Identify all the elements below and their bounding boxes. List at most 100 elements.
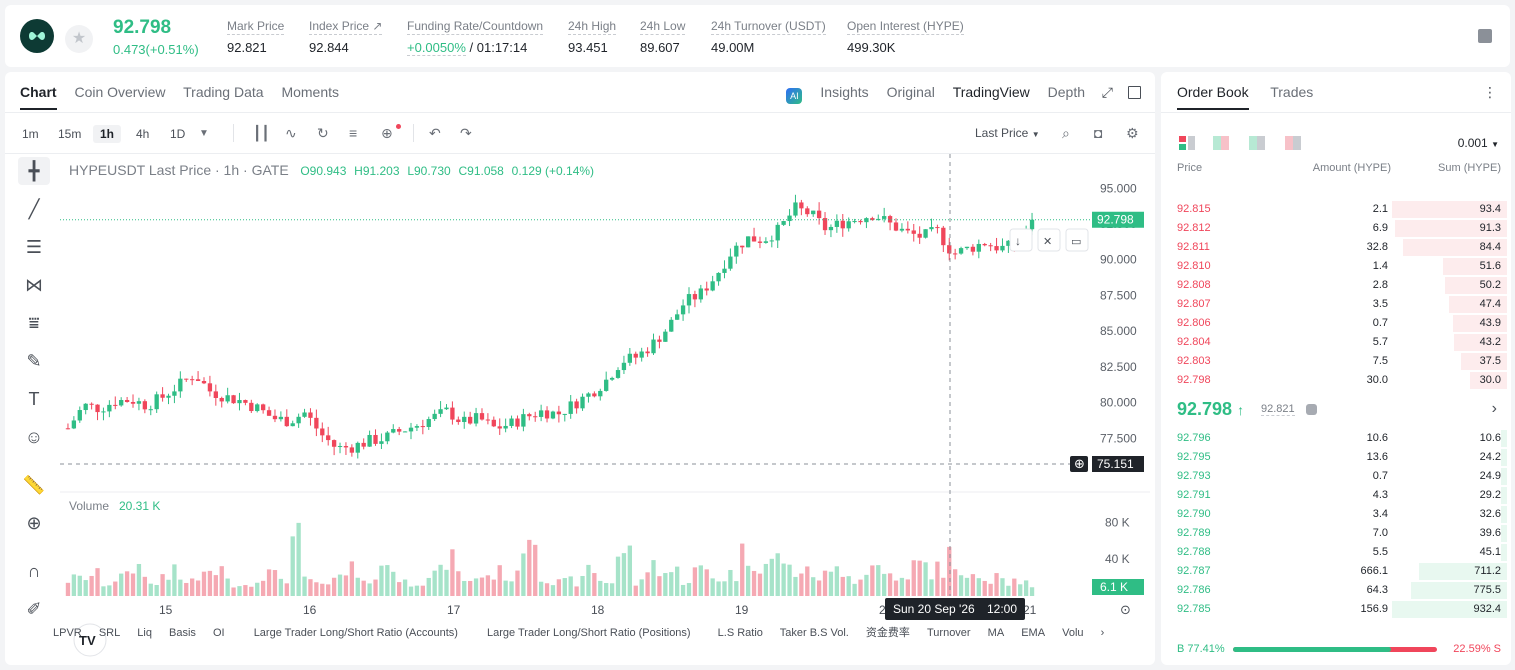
bid-row[interactable]: 92.785 156.9 932.4: [1161, 600, 1511, 619]
indicator-liq[interactable]: Liq: [137, 627, 152, 639]
time-axis-label: 16: [303, 603, 317, 617]
indicator-ema[interactable]: EMA: [1021, 627, 1046, 639]
pencil-lock-icon[interactable]: ✐: [26, 599, 42, 619]
volume-bar: [201, 571, 207, 596]
ruler-tool-icon[interactable]: 📏: [22, 475, 46, 495]
candle-body: [160, 394, 165, 398]
ask-row[interactable]: 92.807 3.5 47.4: [1161, 295, 1511, 314]
ask-row[interactable]: 92.812 6.9 91.3: [1161, 219, 1511, 238]
volume-bar: [320, 583, 325, 596]
pattern-tool-icon[interactable]: ⋈: [25, 275, 43, 295]
bid-row[interactable]: 92.795 13.6 24.2: [1161, 448, 1511, 467]
ask-row[interactable]: 92.815 2.1 93.4: [1161, 200, 1511, 219]
tab-depth[interactable]: Depth: [1047, 84, 1085, 100]
search-icon[interactable]: ⌕: [1062, 125, 1070, 141]
emoji-tool-icon[interactable]: ☺: [24, 427, 44, 447]
stat-index-price[interactable]: Index Price ↗ 92.844: [309, 19, 383, 55]
favorite-star-icon[interactable]: ★: [65, 25, 93, 53]
bid-row[interactable]: 92.789 7.0 39.6: [1161, 524, 1511, 543]
timeframe-1d[interactable]: 1D: [170, 127, 186, 141]
indicator-basis[interactable]: Basis: [169, 627, 196, 639]
view-bids-asks-icon[interactable]: [1213, 136, 1229, 150]
candle-type-icon[interactable]: ┃┃: [253, 125, 270, 141]
settings-gear-icon[interactable]: ⚙: [1126, 125, 1139, 141]
bid-row[interactable]: 92.786 64.3 775.5: [1161, 581, 1511, 600]
price-type-select[interactable]: Last Price ▼: [975, 126, 1040, 140]
indicator-oi[interactable]: OI: [213, 627, 225, 639]
more-menu-icon[interactable]: ⋮: [1483, 84, 1497, 100]
text-tool-icon[interactable]: T: [28, 389, 40, 409]
tab-chart[interactable]: Chart: [20, 84, 57, 110]
bid-row[interactable]: 92.791 4.3 29.2: [1161, 486, 1511, 505]
timeframe-1h[interactable]: 1h: [93, 125, 122, 143]
horizontal-lines-tool-icon[interactable]: ☰: [25, 237, 43, 257]
volume-bar: [970, 574, 976, 596]
add-indicator-icon[interactable]: ⊕: [381, 125, 393, 141]
chevron-right-icon[interactable]: ›: [1100, 627, 1105, 639]
stat-label[interactable]: Index Price ↗: [309, 19, 383, 35]
indicator-ls-accounts[interactable]: Large Trader Long/Short Ratio (Accounts): [253, 627, 458, 639]
ask-row[interactable]: 92.803 7.5 37.5: [1161, 352, 1511, 371]
ask-row[interactable]: 92.810 1.4 51.6: [1161, 257, 1511, 276]
bid-row[interactable]: 92.788 5.5 45.1: [1161, 543, 1511, 562]
candlestick-chart[interactable]: 95.00092.50090.00087.50085.00082.50080.0…: [60, 154, 1150, 659]
precision-select[interactable]: 0.001 ▼: [1458, 136, 1499, 150]
candle-body: [438, 409, 443, 414]
volume-bar: [450, 549, 455, 596]
templates-icon[interactable]: ≡: [349, 125, 358, 141]
chevron-right-icon[interactable]: ›: [1491, 400, 1497, 417]
order-price: 92.810: [1177, 260, 1211, 272]
timeframe-dropdown-icon[interactable]: ▼: [199, 128, 209, 139]
camera-icon[interactable]: ◘: [1094, 125, 1103, 141]
indicator-srl[interactable]: SRL: [98, 627, 121, 639]
window-icon[interactable]: [1128, 86, 1141, 99]
tab-original[interactable]: Original: [886, 84, 935, 100]
ask-row[interactable]: 92.808 2.8 50.2: [1161, 276, 1511, 295]
fib-tool-icon[interactable]: ⩸: [28, 313, 40, 333]
bid-row[interactable]: 92.796 10.6 10.6: [1161, 429, 1511, 448]
ask-row[interactable]: 92.798 30.0 30.0: [1161, 371, 1511, 390]
tab-trades[interactable]: Trades: [1270, 84, 1314, 100]
order-amount: 3.5: [1372, 298, 1388, 310]
indicators-icon[interactable]: ∿: [285, 125, 297, 141]
indicator-lpvr[interactable]: LPVR: [53, 627, 82, 639]
indicator-funding-rate[interactable]: 资金费率: [865, 627, 910, 639]
ask-row[interactable]: 92.811 32.8 84.4: [1161, 238, 1511, 257]
indicator-turnover[interactable]: Turnover: [926, 627, 971, 639]
indicator-ls-ratio[interactable]: L.S Ratio: [717, 627, 763, 639]
guide-book-icon[interactable]: [1478, 29, 1492, 43]
undo-icon[interactable]: ↶: [429, 125, 441, 141]
bid-row[interactable]: 92.790 3.4 32.6: [1161, 505, 1511, 524]
indicator-ma[interactable]: MA: [987, 627, 1005, 639]
view-bids-icon[interactable]: [1249, 136, 1265, 150]
view-both-icon[interactable]: [1179, 136, 1195, 150]
chart-tabs: Chart Coin Overview Trading Data Moments: [20, 84, 353, 110]
ask-row[interactable]: 92.804 5.7 43.2: [1161, 333, 1511, 352]
expand-icon[interactable]: ⤢: [1101, 84, 1113, 100]
timeframe-1m[interactable]: 1m: [22, 127, 39, 141]
trendline-tool-icon[interactable]: ╱: [28, 199, 40, 219]
timeframe-15m[interactable]: 15m: [58, 127, 82, 141]
candle-body: [1029, 219, 1035, 230]
bid-row[interactable]: 92.793 0.7 24.9: [1161, 467, 1511, 486]
indicator-taker-vol[interactable]: Taker B.S Vol.: [779, 627, 849, 639]
bid-row[interactable]: 92.787 666.1 711.2: [1161, 562, 1511, 581]
brush-tool-icon[interactable]: ✎: [26, 351, 42, 371]
indicator-volume[interactable]: Volu: [1062, 627, 1084, 639]
replay-icon[interactable]: ↻: [317, 125, 329, 141]
indicator-ls-positions[interactable]: Large Trader Long/Short Ratio (Positions…: [486, 627, 691, 639]
tab-trading-data[interactable]: Trading Data: [183, 84, 264, 100]
tab-order-book[interactable]: Order Book: [1177, 84, 1249, 110]
candle-body: [716, 272, 721, 282]
tab-coin-overview[interactable]: Coin Overview: [74, 84, 166, 100]
view-asks-icon[interactable]: [1285, 136, 1301, 150]
ask-row[interactable]: 92.806 0.7 43.9: [1161, 314, 1511, 333]
redo-icon[interactable]: ↷: [460, 125, 472, 141]
tab-moments[interactable]: Moments: [281, 84, 340, 100]
timeframe-4h[interactable]: 4h: [136, 127, 150, 141]
tab-insights[interactable]: AI Insights: [772, 84, 869, 104]
crosshair-tool-icon[interactable]: ╋: [18, 157, 50, 185]
zoom-in-tool-icon[interactable]: ⊕: [26, 513, 42, 533]
magnet-tool-icon[interactable]: ∩: [27, 561, 41, 581]
tab-tradingview[interactable]: TradingView: [952, 84, 1030, 100]
